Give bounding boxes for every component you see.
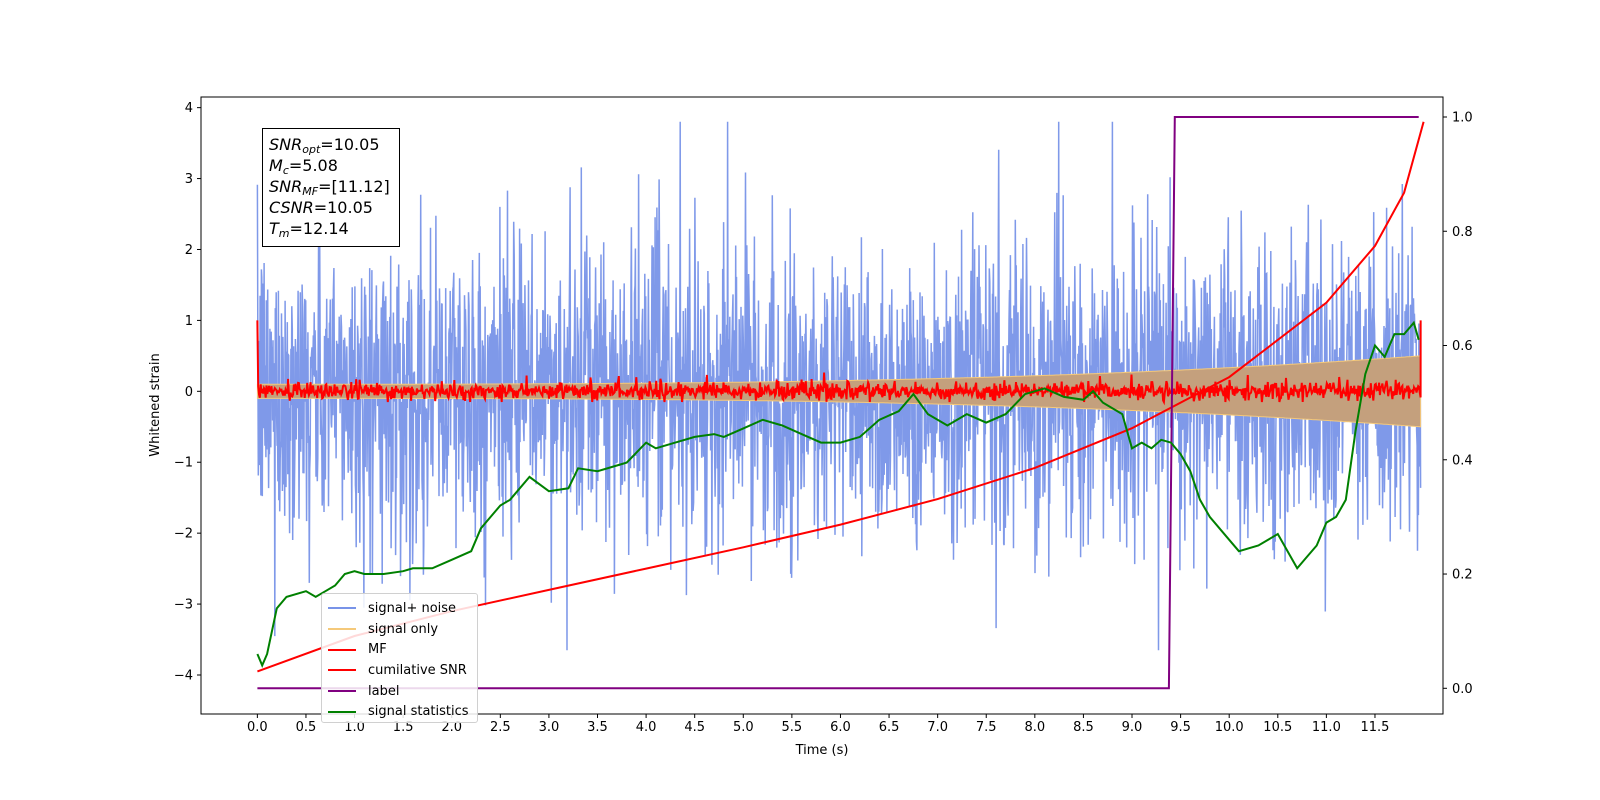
mf-line [256, 320, 1422, 406]
x-axis-label: Time (s) [795, 743, 849, 758]
x-tick-label: 5.5 [782, 720, 803, 735]
legend-label: label [368, 683, 400, 699]
x-tick-label: 0.0 [247, 720, 268, 735]
x-tick-label: 0.5 [296, 720, 317, 735]
x-tick-label: 9.5 [1170, 720, 1191, 735]
legend-item-cumulative-snr: cumilative SNR [328, 660, 477, 681]
y2-tick-label: 0.0 [1452, 682, 1473, 697]
merger-time-annotation: Tm=12.14 [269, 219, 349, 240]
x-tick-label: 4.0 [636, 720, 657, 735]
y2-tick-label: 0.8 [1452, 225, 1473, 240]
x-tick-label: 9.0 [1122, 720, 1143, 735]
legend-label: signal only [368, 621, 439, 637]
legend-label: signal statistics [368, 704, 469, 720]
y-tick-label: 4 [185, 101, 193, 116]
snr-mf-annotation: SNRMF=[11.12] [269, 177, 390, 198]
stats-annotation-box: SNRopt=10.05 Mc=5.08 SNRMF=[11.12] CSNR=… [262, 128, 400, 247]
y2-tick-label: 1.0 [1452, 110, 1473, 125]
x-tick-label: 4.5 [684, 720, 705, 735]
legend-item-mf: MF [328, 639, 477, 660]
plot-frame [200, 96, 1444, 715]
legend: signal+ noise signal only MF cumilative … [321, 593, 478, 723]
x-tick-label: 7.0 [927, 720, 948, 735]
legend-label: MF [368, 642, 387, 658]
x-tick-label: 3.0 [539, 720, 560, 735]
y2-tick-label: 0.2 [1452, 568, 1473, 583]
x-tick-label: 6.5 [879, 720, 900, 735]
y-tick-label: −3 [174, 598, 193, 613]
x-tick-label: 7.5 [976, 720, 997, 735]
y-tick-label: 0 [185, 385, 193, 400]
label-line [257, 116, 1419, 690]
chirp-mass-annotation: Mc=5.08 [269, 156, 338, 177]
x-tick-label: 1.5 [393, 720, 414, 735]
x-tick-label: 5.0 [733, 720, 754, 735]
legend-label: signal+ noise [368, 600, 457, 616]
x-tick-label: 3.5 [587, 720, 608, 735]
y-tick-label: 2 [185, 243, 193, 258]
x-tick-label: 8.5 [1073, 720, 1094, 735]
cumulative-snr-line [257, 121, 1425, 673]
x-tick-label: 6.0 [830, 720, 851, 735]
legend-item-signal-only: signal only [328, 619, 477, 640]
x-tick-label: 2.0 [441, 720, 462, 735]
legend-item-signal-statistics: signal statistics [328, 701, 477, 722]
csnr-annotation: CSNR=10.05 [269, 198, 373, 217]
signal-statistics-line [256, 320, 1420, 668]
x-tick-label: 2.5 [490, 720, 511, 735]
x-tick-label: 8.0 [1024, 720, 1045, 735]
legend-item-signal-noise: signal+ noise [328, 598, 477, 619]
y2-tick-label: 0.4 [1452, 453, 1473, 468]
x-tick-label: 11.5 [1360, 720, 1389, 735]
x-tick-label: 10.5 [1263, 720, 1292, 735]
y-tick-label: 1 [185, 314, 193, 329]
x-tick-label: 10.0 [1215, 720, 1244, 735]
x-tick-label: 11.0 [1312, 720, 1341, 735]
y-tick-label: −1 [174, 456, 193, 471]
y2-tick-label: 0.6 [1452, 339, 1473, 354]
legend-label: cumilative SNR [368, 662, 467, 678]
x-tick-label: 1.0 [344, 720, 365, 735]
y-axis-label: Whitened strain [148, 353, 163, 456]
y-tick-label: 3 [185, 172, 193, 187]
y-tick-label: −4 [174, 668, 193, 683]
y-tick-label: −2 [174, 527, 193, 542]
legend-item-label: label [328, 681, 477, 702]
snr-opt-annotation: SNRopt=10.05 [269, 135, 380, 156]
